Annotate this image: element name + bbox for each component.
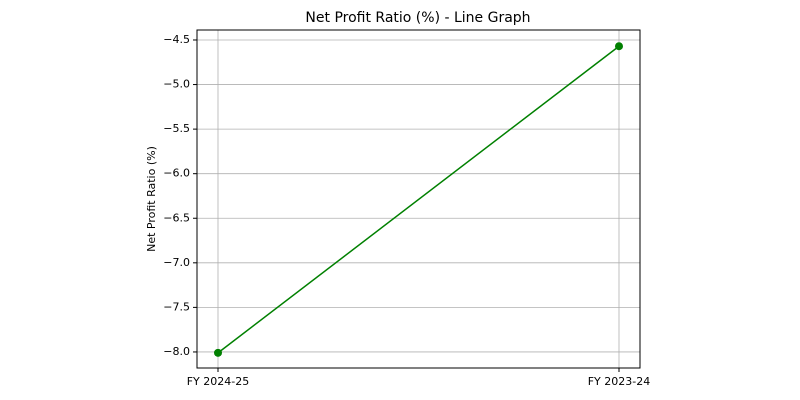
y-tick-label: −6.0 bbox=[163, 167, 190, 180]
x-tick-label: FY 2024-25 bbox=[187, 375, 250, 388]
y-tick-label: −8.0 bbox=[163, 345, 190, 358]
y-tick-label: −6.5 bbox=[163, 211, 190, 224]
data-point bbox=[214, 348, 222, 357]
y-axis-label: Net Profit Ratio (%) bbox=[145, 146, 158, 252]
data-point bbox=[615, 42, 623, 51]
y-tick-label: −5.0 bbox=[163, 78, 190, 91]
y-tick-label: −7.5 bbox=[163, 300, 190, 313]
plot-frame bbox=[196, 29, 641, 369]
chart-title: Net Profit Ratio (%) - Line Graph bbox=[305, 10, 530, 26]
y-tick-label: −5.5 bbox=[163, 122, 190, 135]
y-tick-label: −4.5 bbox=[163, 33, 190, 46]
x-tick-label: FY 2023-24 bbox=[588, 375, 651, 388]
y-tick-label: −7.0 bbox=[163, 256, 190, 269]
data-line bbox=[217, 45, 620, 354]
